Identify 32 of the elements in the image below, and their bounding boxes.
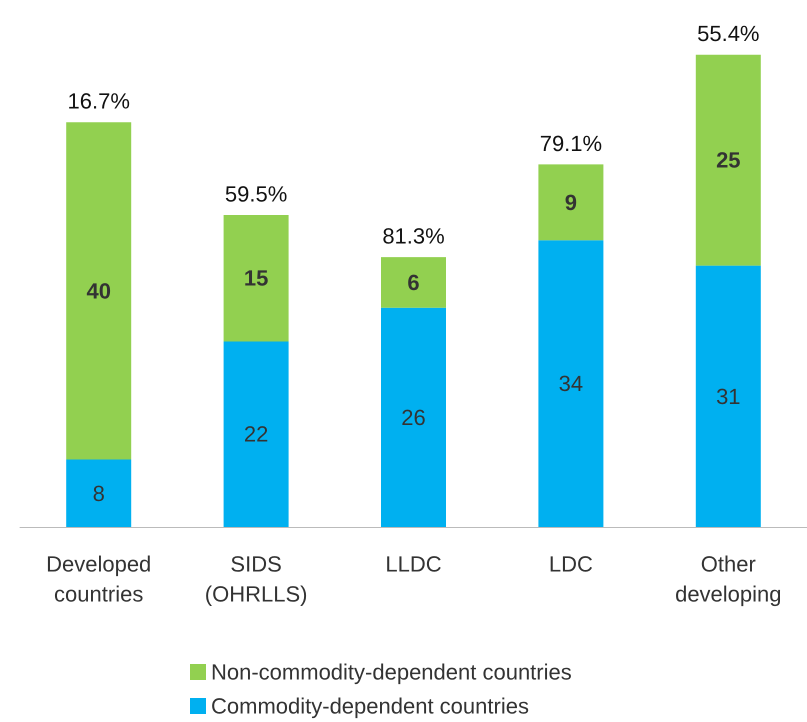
- legend-label: Commodity-dependent countries: [211, 694, 529, 718]
- data-label: 26: [401, 404, 426, 430]
- bar: [696, 54, 761, 266]
- bar: [224, 341, 289, 527]
- bar: [538, 164, 604, 240]
- data-label: 9: [564, 190, 578, 215]
- x-tick-label: Other developing: [675, 552, 782, 606]
- data-label: 22: [244, 422, 268, 447]
- bar: [538, 240, 604, 527]
- data-label: 31: [716, 384, 741, 409]
- bar: [381, 257, 446, 308]
- x-tick-label: LLDC: [385, 552, 442, 576]
- bar: [224, 214, 289, 342]
- annotation: 81.3%: [382, 224, 445, 249]
- legend-label: Non-commodity-dependent countries: [211, 660, 572, 684]
- x-tick-label: Developed countries: [46, 552, 152, 606]
- bar: [696, 266, 761, 527]
- data-label: 40: [86, 278, 111, 304]
- bar: [66, 122, 132, 460]
- data-label: 6: [407, 270, 420, 295]
- x-tick-label: SIDS (OHRLLS): [204, 552, 308, 606]
- annotation: 79.1%: [540, 130, 602, 156]
- annotation: 59.5%: [224, 181, 288, 206]
- bar: [66, 460, 132, 527]
- annotation: 55.4%: [697, 21, 760, 46]
- data-label: 25: [716, 148, 741, 173]
- data-label: 34: [558, 371, 584, 396]
- x-tick-label: LDC: [548, 552, 594, 576]
- data-label: 8: [92, 480, 105, 506]
- bar: [381, 308, 446, 527]
- data-label: 15: [244, 266, 268, 291]
- annotation: 16.7%: [68, 88, 130, 114]
